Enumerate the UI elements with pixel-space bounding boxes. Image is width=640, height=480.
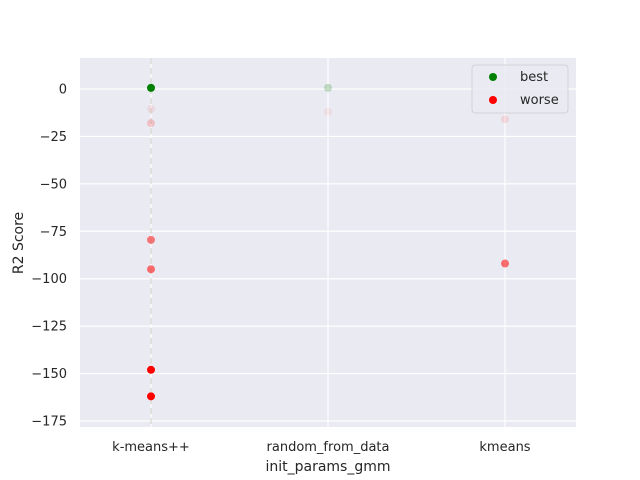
x-tick-label: k-means++ — [112, 440, 190, 455]
legend: best worse — [471, 64, 569, 114]
data-point — [147, 83, 155, 92]
legend-label-best: best — [520, 70, 548, 85]
data-point — [147, 119, 155, 128]
x-tick-label: kmeans — [479, 440, 530, 455]
legend-marker-worse — [489, 96, 497, 104]
y-axis-label: R2 Score — [11, 212, 27, 274]
y-tick-label: −150 — [31, 367, 67, 382]
x-tick-labels: k-means++ random_from_data kmeans — [112, 440, 531, 455]
y-tick-label: −25 — [40, 130, 67, 145]
y-tick-label: −125 — [31, 320, 67, 335]
data-point — [501, 115, 509, 124]
data-point — [147, 365, 155, 374]
legend-marker-best — [489, 73, 497, 81]
legend-label-worse: worse — [520, 93, 559, 108]
y-tick-label: −75 — [40, 225, 67, 240]
data-point — [501, 259, 509, 268]
data-point — [324, 83, 332, 92]
y-tick-label: 0 — [59, 83, 67, 98]
data-point — [147, 104, 155, 113]
data-point — [147, 265, 155, 274]
y-tick-label: −175 — [31, 415, 67, 430]
y-tick-labels: 0 −25 −50 −75 −100 −125 −150 −175 — [31, 83, 67, 430]
y-tick-label: −50 — [40, 177, 67, 192]
x-tick-label: random_from_data — [267, 440, 390, 455]
data-point — [324, 107, 332, 116]
data-point — [147, 235, 155, 244]
y-tick-label: −100 — [31, 272, 67, 287]
data-points — [147, 83, 509, 401]
x-axis-label: init_params_gmm — [265, 459, 390, 475]
data-point — [147, 392, 155, 401]
